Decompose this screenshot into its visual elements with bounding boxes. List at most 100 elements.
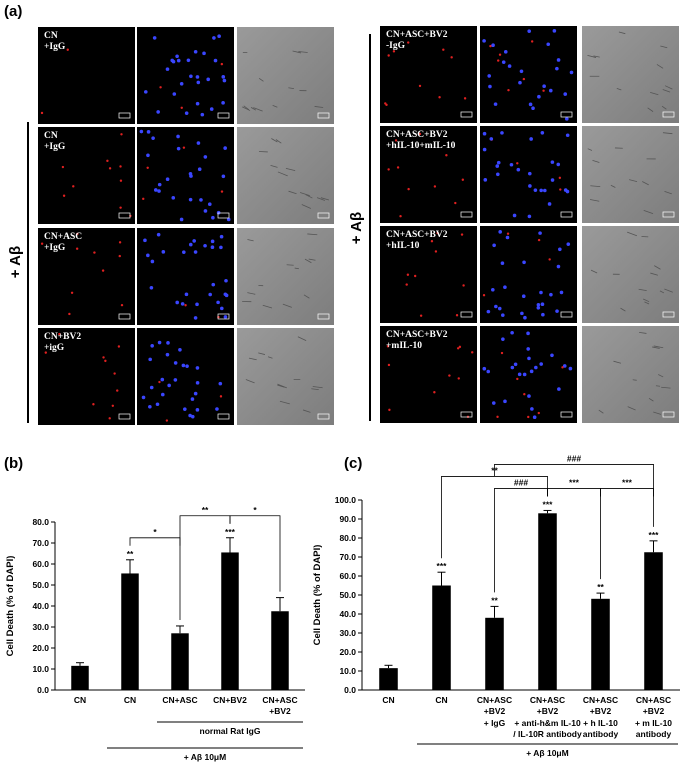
cell-dot — [433, 391, 436, 394]
cell-dot — [68, 312, 71, 316]
cell-dot — [197, 167, 202, 171]
cell-dot — [207, 202, 212, 207]
significance-bracket — [494, 464, 654, 497]
fluorescence-image — [38, 228, 135, 325]
cell-dot — [482, 293, 486, 297]
cell-dot — [540, 130, 545, 135]
cell-outline — [662, 132, 673, 135]
cell-dot — [413, 274, 417, 278]
x-sublabel: + m IL-10 — [635, 718, 672, 728]
cell-dot — [156, 232, 161, 237]
cell-dot — [182, 146, 186, 149]
image-label: CN+ASC+BV2 — [386, 230, 448, 240]
cell-dot — [171, 196, 176, 200]
significance-bracket — [129, 537, 181, 620]
cell-dot — [527, 214, 532, 219]
fluorescence-image — [480, 226, 577, 323]
cell-outline — [312, 386, 323, 389]
cell-dot — [505, 235, 510, 240]
significance-bracket — [179, 515, 231, 546]
cell-dot — [93, 251, 96, 254]
cell-dot — [562, 364, 567, 368]
cell-dot — [405, 283, 408, 286]
cell-dot — [384, 102, 387, 105]
cell-dot — [537, 94, 541, 99]
cell-dot — [149, 385, 154, 390]
cell-dot — [399, 215, 402, 218]
cell-dot — [556, 264, 561, 269]
cell-dot — [559, 290, 564, 295]
fluorescence-image — [38, 27, 135, 124]
y-tick-label: 70.0 — [32, 538, 49, 548]
cell-dot — [193, 250, 198, 254]
cell-dot — [430, 240, 434, 243]
cell-dot — [203, 243, 207, 248]
cell-dot — [70, 291, 74, 294]
cell-dot — [520, 311, 524, 316]
cell-dot — [497, 306, 502, 311]
cell-dot — [226, 217, 231, 222]
cell-dot — [387, 54, 390, 57]
cell-dot — [175, 54, 179, 59]
cell-dot — [418, 132, 422, 136]
cell-dot — [529, 369, 534, 374]
cell-dot — [192, 239, 196, 243]
cell-dot — [503, 50, 508, 54]
y-tick-label: 60.0 — [339, 571, 356, 581]
cell-dot — [539, 188, 543, 193]
cell-dot — [517, 372, 522, 377]
cell-outline — [275, 139, 282, 144]
scale-bar — [460, 411, 473, 418]
cell-outline — [659, 290, 665, 294]
cell-dot — [542, 89, 545, 92]
cell-outline — [627, 406, 636, 411]
cell-outline — [589, 199, 600, 202]
cell-dot — [195, 75, 200, 79]
cell-outline — [590, 185, 601, 187]
cell-dot — [211, 215, 215, 220]
cell-dot — [159, 86, 162, 89]
cell-dot — [211, 282, 216, 287]
cell-outline — [311, 388, 319, 391]
cell-dot — [111, 404, 115, 407]
cell-dot — [418, 84, 422, 88]
cell-outline — [277, 383, 287, 389]
cell-dot — [182, 250, 186, 254]
cell-dot — [143, 90, 148, 94]
cell-outline — [593, 55, 600, 58]
cell-dot — [532, 415, 537, 419]
cell-dot — [219, 245, 223, 250]
x-sublabel: + h IL-10 — [583, 718, 618, 728]
cell-dot — [193, 316, 198, 320]
cell-dot — [155, 402, 160, 407]
cell-outline — [616, 87, 622, 91]
cell-outline — [247, 239, 254, 242]
cell-outline — [638, 288, 647, 291]
cell-dot — [113, 372, 116, 375]
cell-dot — [540, 302, 545, 306]
cell-dot — [118, 241, 122, 244]
cell-outline — [299, 192, 310, 197]
significance-bracket — [600, 488, 654, 527]
scale-bar — [662, 111, 675, 118]
image-label: +IgG — [44, 42, 66, 52]
cell-outline — [320, 197, 330, 201]
cell-dot — [215, 407, 219, 411]
cell-dot — [501, 60, 506, 64]
cell-outline — [664, 191, 672, 195]
cell-dot — [208, 292, 212, 297]
cell-dot — [498, 53, 502, 56]
cell-dot — [486, 369, 491, 374]
dic-image — [582, 326, 679, 423]
cell-outline — [610, 184, 616, 188]
image-label: CN — [44, 31, 58, 41]
cell-dot — [433, 185, 437, 188]
cell-dot — [221, 75, 226, 79]
dic-image — [237, 27, 334, 124]
scale-bar — [317, 112, 330, 119]
cell-outline — [248, 357, 257, 361]
cell-outline — [618, 31, 626, 35]
bar — [271, 611, 289, 690]
